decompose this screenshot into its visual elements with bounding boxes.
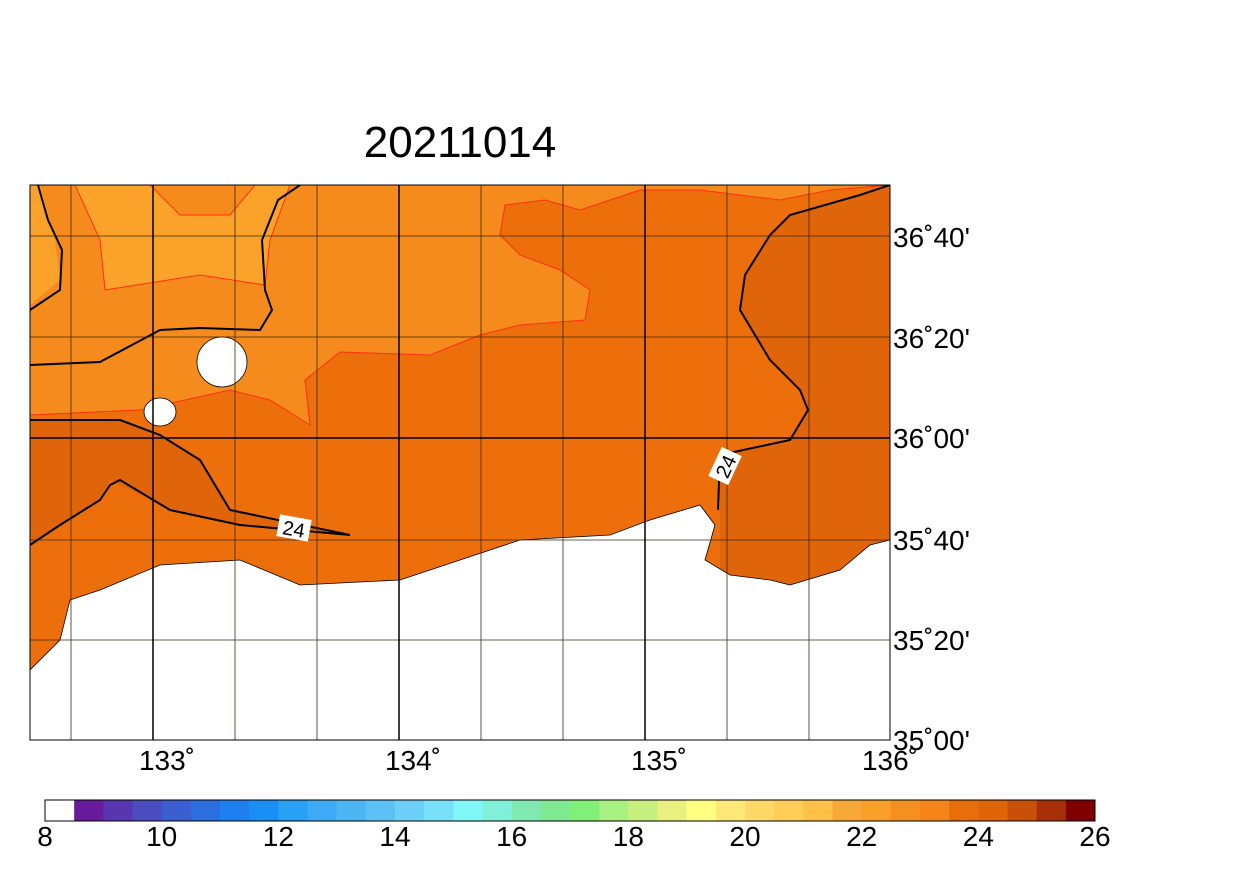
lon-label: 135˚	[631, 745, 687, 776]
colorbar-box	[103, 800, 133, 821]
contour-line	[30, 185, 301, 366]
colorbar-box	[803, 800, 833, 821]
grid	[30, 185, 890, 740]
colorbar-box	[628, 800, 658, 821]
colorbar-box	[540, 800, 571, 821]
colorbar-box	[599, 800, 629, 821]
colorbar-label: 8	[37, 821, 53, 852]
lat-label: 35˚20'	[893, 625, 970, 656]
lat-label: 35˚40'	[893, 525, 970, 556]
colorbar-box	[482, 800, 513, 821]
lat-label: 36˚00'	[893, 423, 970, 454]
colorbar-box	[278, 800, 308, 821]
field-dark-east	[720, 185, 890, 600]
colorbar-box	[336, 800, 367, 821]
colorbar-box	[890, 800, 921, 821]
contour-line	[30, 419, 351, 546]
lat-label: 36˚40'	[893, 222, 970, 253]
colorbar-label: 24	[963, 821, 994, 852]
island	[196, 336, 248, 388]
colorbar-label: 10	[146, 821, 177, 852]
colorbar-box	[715, 800, 746, 821]
contour-label: 24	[276, 514, 312, 543]
field-dark-west	[30, 420, 350, 680]
colorbar-box	[453, 800, 483, 821]
colorbar-box	[45, 800, 75, 821]
colorbar-label: 26	[1079, 821, 1110, 852]
colorbar-label: 20	[729, 821, 760, 852]
colorbar-box	[1036, 800, 1067, 821]
colorbar-box	[161, 800, 192, 821]
colorbar-box	[832, 800, 863, 821]
field-light-edge	[30, 185, 60, 305]
colorbar-box	[861, 800, 892, 821]
island	[143, 397, 177, 427]
field-light	[74, 185, 291, 291]
lat-labels: 36˚40' 36˚20' 36˚00' 35˚40' 35˚20' 35˚00'	[893, 222, 970, 756]
colorbar-box	[132, 800, 163, 821]
colorbar-box	[1007, 800, 1038, 821]
contour-label-text: 24	[281, 517, 307, 543]
colorbar-box	[365, 800, 396, 821]
colorbar-label: 12	[263, 821, 294, 852]
colorbar-box	[424, 800, 454, 821]
lon-label: 136˚	[862, 745, 918, 776]
colorbar-box	[774, 800, 804, 821]
lon-label: 134˚	[385, 745, 441, 776]
colorbar-box	[657, 800, 688, 821]
colorbar-box	[949, 800, 979, 821]
colorbar: 8 10 12 14 16 18 20 22 24 26	[37, 799, 1111, 852]
colorbar-label: 18	[613, 821, 644, 852]
colorbar-box	[686, 800, 717, 821]
land	[30, 504, 890, 740]
colorbar-box	[307, 800, 338, 821]
colorbar-box	[74, 800, 104, 821]
colorbar-box	[920, 800, 950, 821]
colorbar-box	[745, 800, 775, 821]
colorbar-box	[978, 800, 1008, 821]
plot-frame	[29, 184, 891, 741]
contour-line	[30, 185, 64, 311]
colorbar-box	[1065, 800, 1096, 821]
lat-label: 35˚00'	[893, 725, 970, 756]
lon-labels: 133˚ 134˚ 135˚ 136˚	[139, 745, 918, 776]
map-title: 20211014	[364, 118, 557, 167]
contour-line	[717, 185, 890, 511]
lat-label: 36˚20'	[893, 323, 970, 354]
colorbar-box	[249, 800, 279, 821]
colorbar-label: 22	[846, 821, 877, 852]
colorbar-box	[395, 800, 425, 821]
colorbar-label: 16	[496, 821, 527, 852]
colorbar-box	[190, 800, 221, 821]
colorbar-frame	[44, 799, 1096, 822]
sst-field	[30, 185, 890, 740]
colorbar-box	[511, 800, 542, 821]
colorbar-label: 14	[379, 821, 410, 852]
colorbar-box	[220, 800, 250, 821]
lon-label: 133˚	[139, 745, 195, 776]
grid-major	[30, 185, 890, 740]
colorbar-box	[570, 800, 600, 821]
